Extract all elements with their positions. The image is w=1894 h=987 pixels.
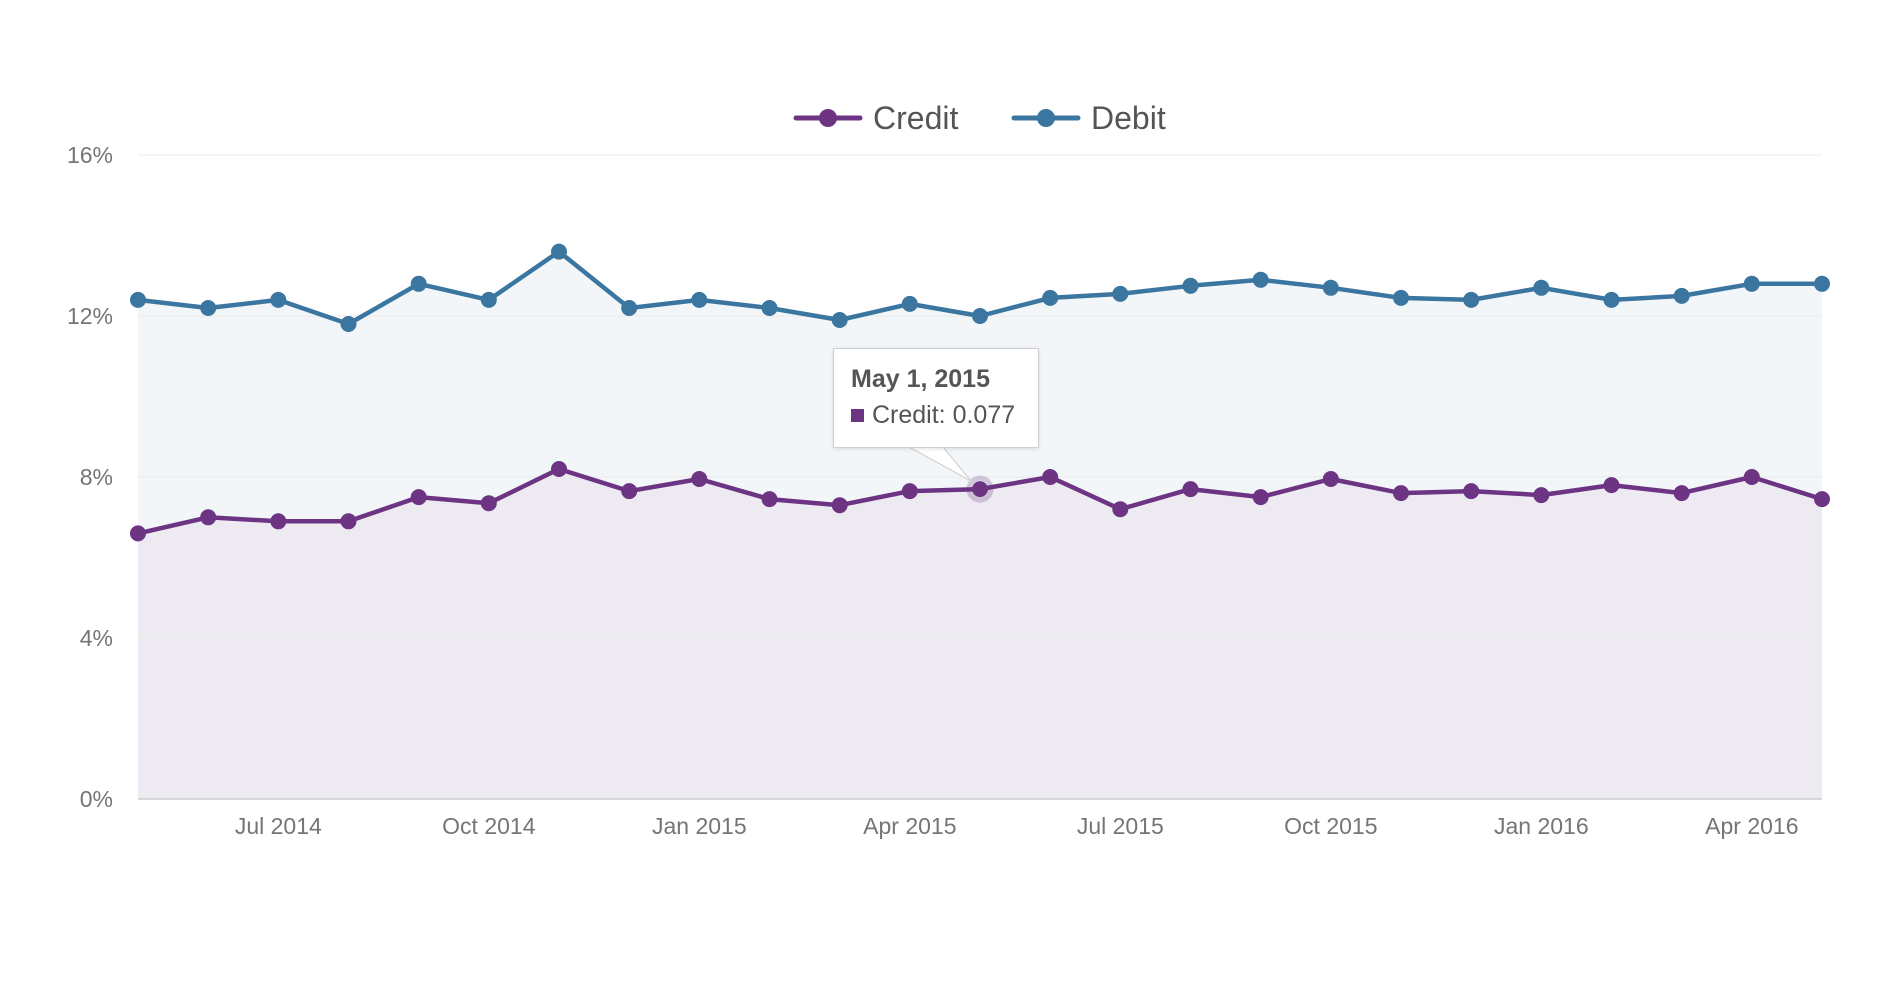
data-point-credit [200,509,217,526]
legend-label: Debit [1091,100,1166,136]
data-point-credit [831,497,848,514]
data-point-debit [1393,289,1409,306]
data-point-debit [200,300,217,316]
data-point-credit [1673,485,1690,502]
data-point-debit [340,316,357,332]
data-point-debit [901,295,918,312]
point-layer [130,243,1830,542]
tooltip-pointer [908,444,972,482]
data-point-credit [1743,469,1760,485]
data-point-debit [1322,279,1339,296]
data-point-debit [1463,291,1480,308]
legend: Credit Debit [793,100,1166,136]
data-point-credit [551,461,567,477]
data-point-debit [551,243,567,260]
data-point-credit [972,481,988,498]
x-tick-label: Oct 2014 [442,813,536,839]
tooltip-swatch-icon [851,409,864,422]
tooltip-value-row: Credit: 0.077 [851,401,1015,430]
x-tick-label: Jul 2014 [235,813,322,839]
data-point-debit [1673,287,1690,304]
data-point-debit [1182,277,1199,294]
data-point-credit [130,525,146,542]
x-tick-label: Apr 2015 [863,813,956,839]
data-point-credit [1322,471,1339,487]
data-point-debit [1603,291,1620,308]
data-point-debit [761,300,778,316]
data-point-credit [901,483,918,500]
legend-item-debit: Debit [1011,100,1166,136]
data-point-credit [1112,501,1129,518]
data-point-credit [340,513,357,530]
data-point-credit [1463,483,1480,500]
data-point-debit [1112,285,1129,302]
x-tick-label: Jan 2016 [1494,813,1589,839]
axis-layer: 0% 4% 8% 12% 16% Jul 2014 Oct 2014 Jan 2015 Apr … [67,142,1799,839]
tooltip-value: Credit: 0.077 [872,401,1016,429]
data-point-credit [270,513,287,530]
data-point-credit [1533,487,1550,504]
data-point-debit [130,291,146,308]
data-point-debit [831,312,848,328]
data-point-credit [1603,477,1620,494]
data-point-credit [1252,489,1269,506]
data-point-credit [410,489,427,506]
y-tick-label: 4% [80,625,113,651]
y-tick-label: 0% [80,786,113,812]
x-tick-label: Apr 2016 [1705,813,1798,839]
x-tick-label: Jan 2015 [652,813,747,839]
data-point-debit [621,300,638,316]
data-point-credit [1042,469,1059,485]
data-point-credit [1814,491,1830,508]
x-tick-label: Oct 2015 [1284,813,1377,839]
data-point-credit [621,483,638,500]
legend-item-credit: Credit [793,100,958,136]
y-tick-label: 8% [80,464,113,490]
data-point-credit [1182,481,1199,498]
legend-label: Credit [873,100,958,136]
data-point-debit [1743,275,1760,292]
x-tick-label: Jul 2015 [1077,813,1164,839]
data-point-debit [1814,275,1830,292]
data-point-credit [761,491,778,508]
data-point-debit [270,291,287,308]
legend-marker-icon [1037,109,1055,127]
area-credit [138,469,1822,799]
hover-highlight [966,475,994,503]
data-point-credit [691,471,708,487]
data-point-debit [1533,279,1550,296]
data-point-debit [972,308,988,324]
data-point-debit [691,291,708,308]
legend-marker-icon [819,109,837,127]
y-tick-label: 12% [67,303,113,329]
tooltip-date: May 1, 2015 [851,365,990,393]
data-point-credit [480,495,497,512]
data-point-debit [1252,271,1269,288]
area-layer [138,251,1822,800]
data-point-debit [480,291,497,308]
data-point-debit [1042,289,1059,306]
y-tick-label: 16% [67,142,113,168]
data-point-credit [1393,485,1409,502]
data-point-debit [410,275,427,292]
tooltip: May 1, 2015 Credit: 0.077 [833,348,1039,448]
